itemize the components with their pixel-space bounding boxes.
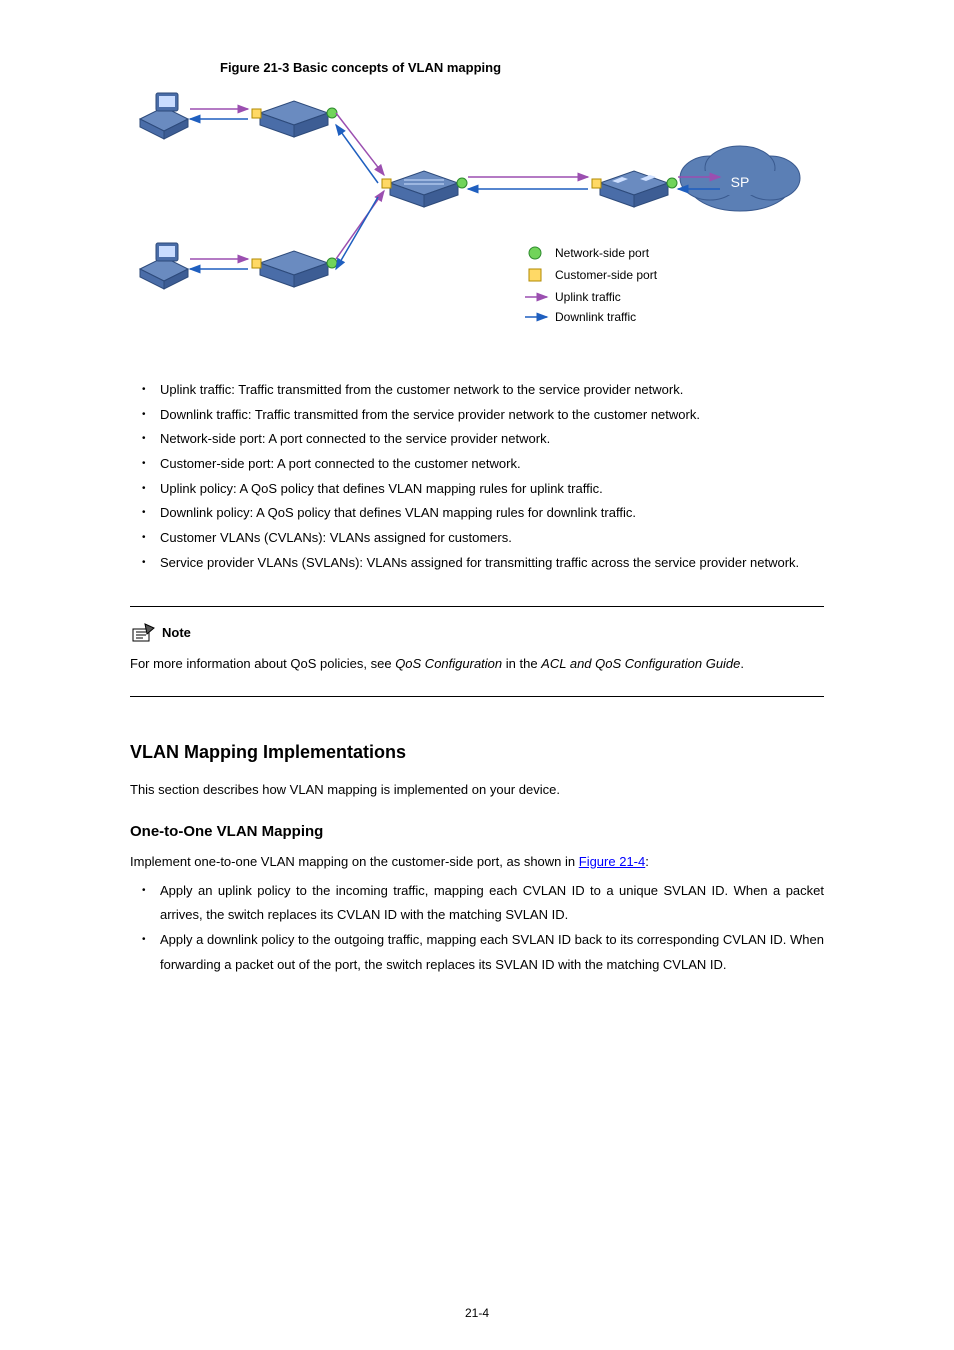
legend-cust-port: Customer-side port — [555, 268, 658, 282]
subsection-line: Implement one-to-one VLAN mapping on the… — [130, 850, 824, 875]
legend-uplink: Uplink traffic — [555, 290, 621, 304]
legend-net-port: Network-side port — [555, 246, 650, 260]
figure-number: Figure 21-3 — [220, 60, 289, 75]
section-heading: VLAN Mapping Implementations — [130, 742, 824, 763]
note-body: For more information about QoS policies,… — [130, 652, 824, 677]
figure-title: Basic concepts of VLAN mapping — [293, 60, 501, 75]
bullet-item: Customer VLANs (CVLANs): VLANs assigned … — [160, 526, 824, 551]
note-text: in the — [502, 656, 541, 671]
implementation-bullets: Apply an uplink policy to the incoming t… — [130, 879, 824, 978]
bullet-item: Customer-side port: A port connected to … — [160, 452, 824, 477]
bullet-item: Uplink traffic: Traffic transmitted from… — [160, 378, 824, 403]
page-number: 21-4 — [0, 1306, 954, 1320]
subsection-heading: One-to-One VLAN Mapping — [130, 823, 824, 840]
legend-downlink: Downlink traffic — [555, 310, 636, 324]
note-italic: ACL and QoS Configuration Guide — [541, 656, 740, 671]
bullet-item: Service provider VLANs (SVLANs): VLANs a… — [160, 551, 824, 576]
bullet-item: Network-side port: A port connected to t… — [160, 427, 824, 452]
note-text: For more information about QoS policies,… — [130, 656, 395, 671]
bullet-item: Apply a downlink policy to the outgoing … — [160, 928, 824, 977]
bullet-item: Uplink policy: A QoS policy that defines… — [160, 477, 824, 502]
bullet-item: Apply an uplink policy to the incoming t… — [160, 879, 824, 928]
bullet-item: Downlink traffic: Traffic transmitted fr… — [160, 403, 824, 428]
concept-bullets: Uplink traffic: Traffic transmitted from… — [130, 378, 824, 576]
note-label: Note — [162, 625, 191, 640]
cloud-label: SP — [731, 174, 750, 190]
figure-caption: Figure 21-3 Basic concepts of VLAN mappi… — [220, 60, 824, 75]
note-header: Note — [130, 622, 824, 644]
text: : — [645, 854, 649, 869]
network-diagram: SP — [130, 83, 820, 353]
section-intro: This section describes how VLAN mapping … — [130, 778, 824, 803]
bullet-item: Downlink policy: A QoS policy that defin… — [160, 501, 824, 526]
figure-link[interactable]: Figure 21-4 — [579, 854, 645, 869]
note-icon — [130, 622, 156, 644]
note-text: . — [740, 656, 744, 671]
text: Implement one-to-one VLAN mapping on the… — [130, 854, 579, 869]
note-italic: QoS Configuration — [395, 656, 502, 671]
note-block: Note For more information about QoS poli… — [130, 606, 824, 698]
